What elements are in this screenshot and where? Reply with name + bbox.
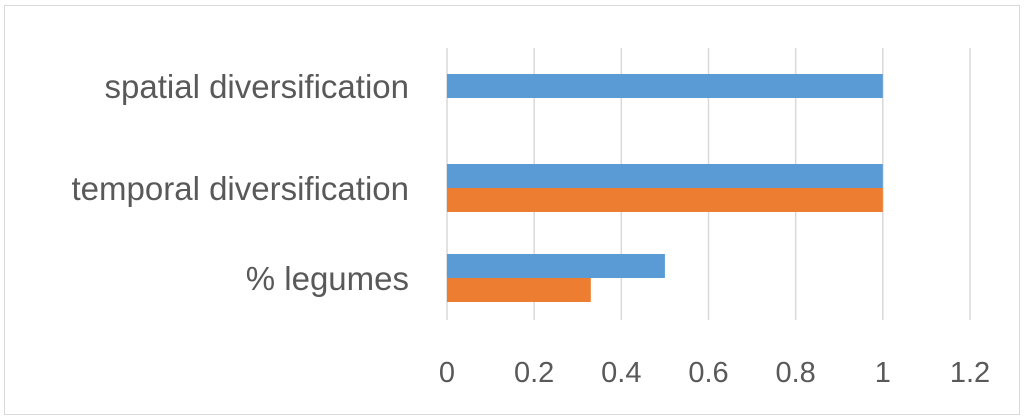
bar-series1 (447, 74, 883, 98)
category-label: spatial diversification (105, 68, 409, 105)
bar-series2 (447, 188, 883, 212)
bar-series2 (447, 278, 591, 302)
x-tick-label: 0.4 (601, 357, 641, 389)
bar-series1 (447, 254, 665, 278)
category-labels: spatial diversification temporal diversif… (72, 68, 409, 297)
category-label: temporal diversification (72, 170, 409, 207)
x-tick-label: 1 (875, 357, 891, 389)
x-tick-label: 0 (439, 357, 455, 389)
bars (447, 74, 883, 302)
x-tick-label: 0.2 (514, 357, 554, 389)
bar-series1 (447, 164, 883, 188)
x-tick-labels: 0 0.2 0.4 0.6 0.8 1 1.2 (439, 357, 990, 389)
category-label: % legumes (246, 260, 409, 297)
x-tick-label: 0.8 (776, 357, 816, 389)
x-tick-label: 0.6 (688, 357, 728, 389)
x-tick-label: 1.2 (950, 357, 990, 389)
